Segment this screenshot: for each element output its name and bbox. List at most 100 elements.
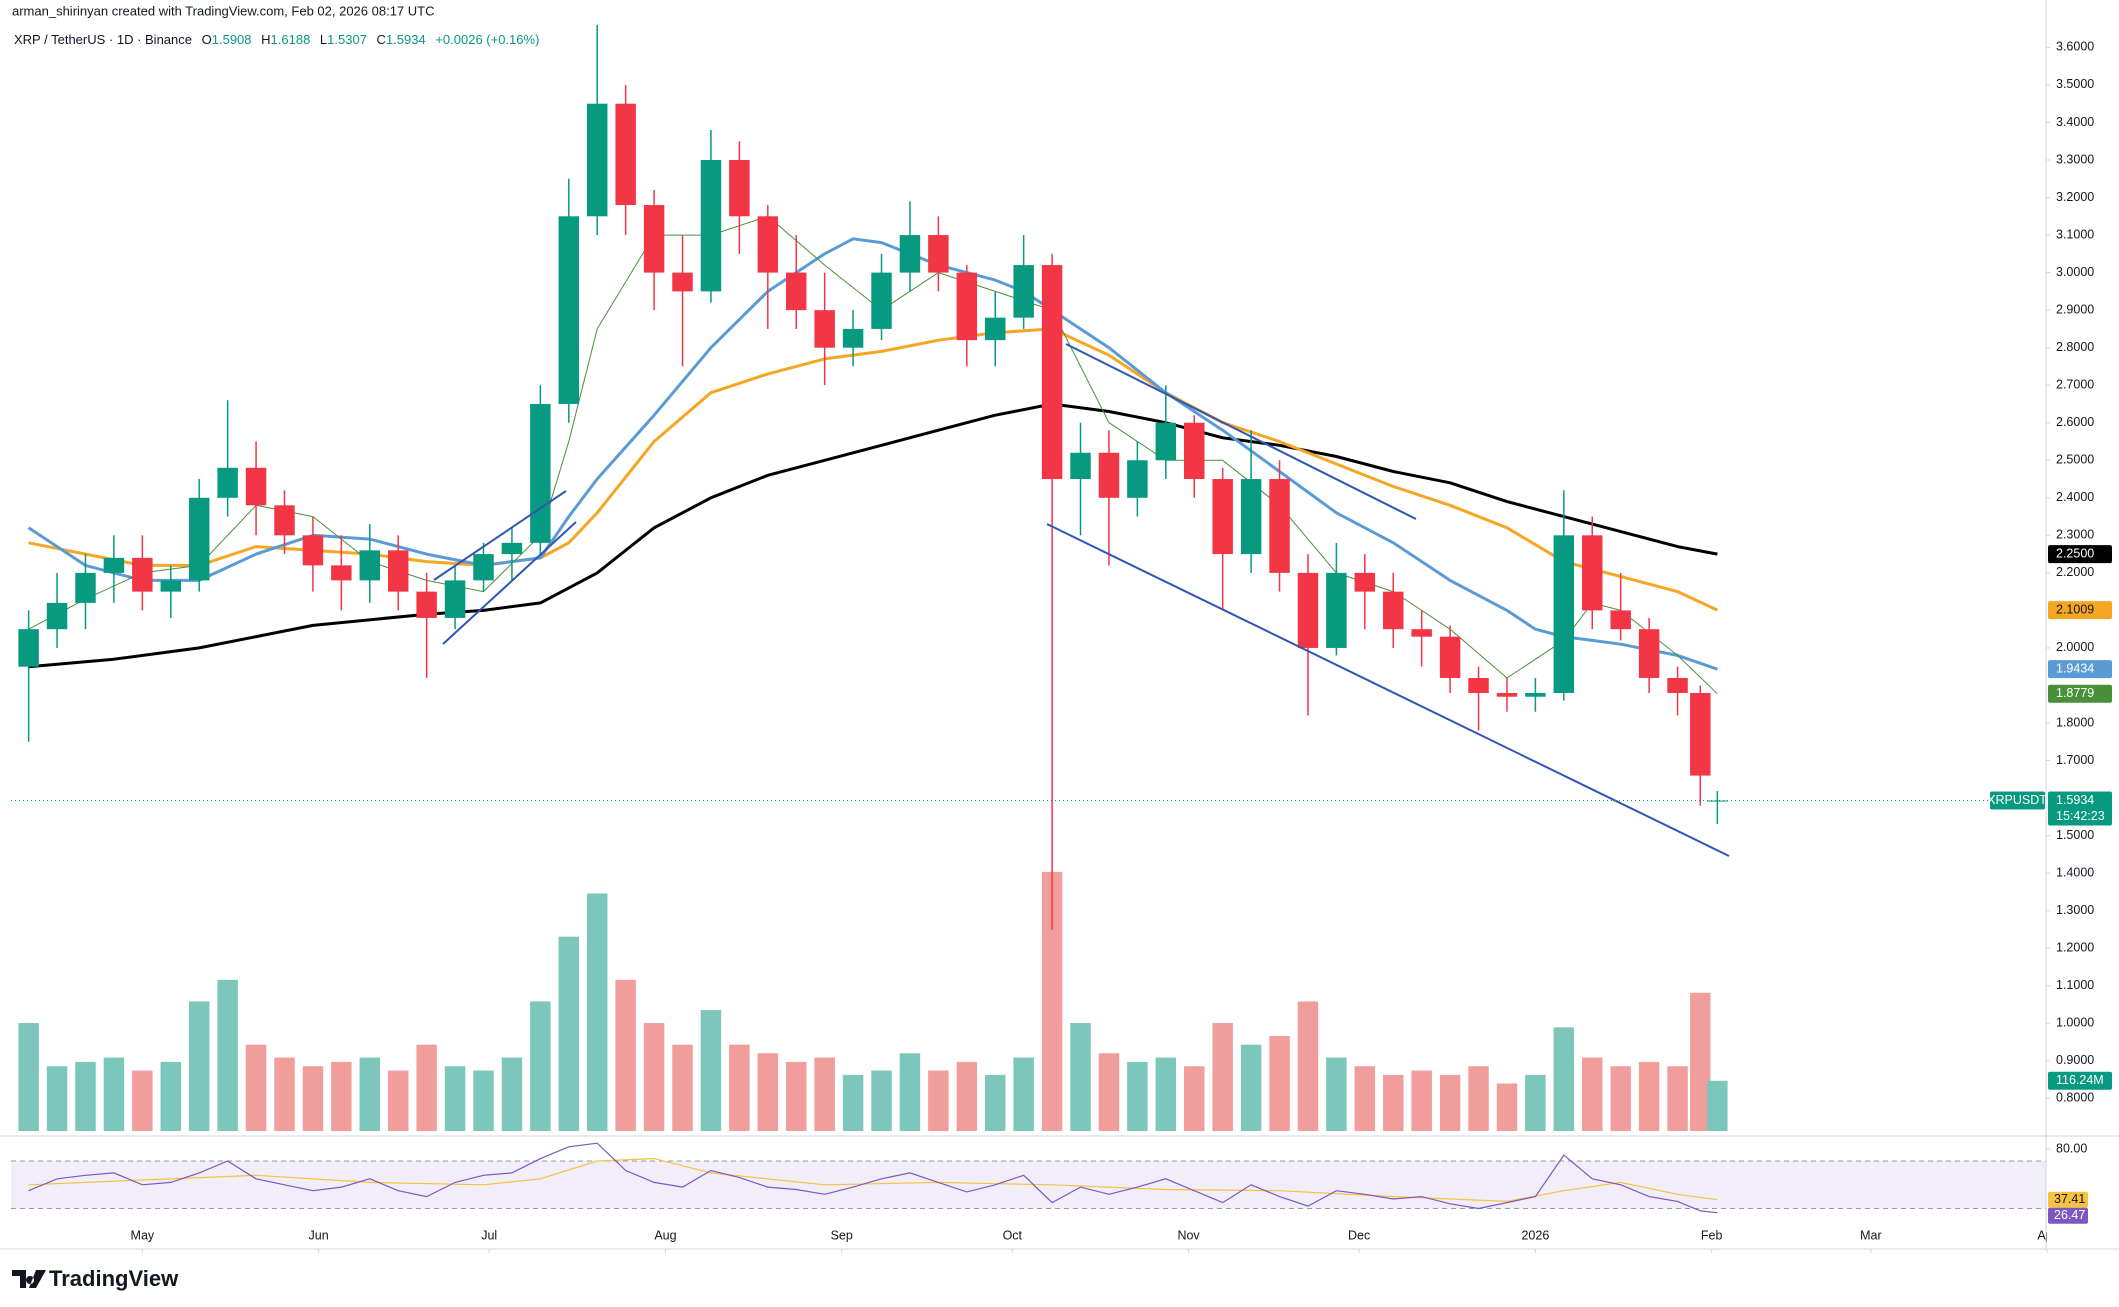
volume-tag-label: 116.24M xyxy=(2056,1073,2104,1087)
y-tick-label: 1.2000 xyxy=(2056,941,2094,955)
candle-body xyxy=(1496,692,1518,697)
candle-body xyxy=(1013,265,1034,318)
volume-bar xyxy=(1297,1001,1319,1131)
brand: TradingView xyxy=(49,1266,179,1291)
symbol-tag-label: XRPUSDT xyxy=(1987,793,2047,807)
candle-body xyxy=(1383,591,1404,630)
trendline xyxy=(442,521,577,645)
volume-bar xyxy=(18,1023,39,1131)
volume-bar xyxy=(1269,1035,1290,1131)
candle-body xyxy=(1184,422,1205,480)
change: +0.0026 (+0.16%) xyxy=(435,32,539,47)
author-line: arman_shirinyan created with TradingView… xyxy=(12,3,435,18)
volume-bar xyxy=(586,893,608,1131)
volume-bar xyxy=(643,1023,665,1131)
x-tick-label: Oct xyxy=(1003,1228,1023,1242)
y-tick-label: 0.9000 xyxy=(2056,1053,2094,1067)
volume-bar xyxy=(842,1074,864,1131)
volume-bar xyxy=(416,1044,437,1131)
volume-bar xyxy=(1690,992,1711,1131)
volume-bar xyxy=(473,1070,494,1131)
volume-bar xyxy=(899,1053,921,1131)
volume-bar xyxy=(672,1044,693,1131)
candle-body xyxy=(1411,629,1432,637)
volume-bar xyxy=(217,979,238,1131)
volume-bar xyxy=(103,1057,125,1131)
candle-body xyxy=(1240,479,1262,555)
volume-bar xyxy=(1127,1061,1148,1131)
candle-body xyxy=(1297,572,1319,648)
volume-tag xyxy=(2048,1071,2112,1090)
candle-body xyxy=(1212,479,1233,555)
volume-bar xyxy=(444,1066,466,1131)
rsi-ma-tag xyxy=(2048,1191,2088,1208)
volume-bar xyxy=(1383,1074,1404,1131)
y-tick-label: 1.3000 xyxy=(2056,903,2094,917)
x-tick-label: Nov xyxy=(1177,1228,1200,1242)
rsi-tag xyxy=(2048,1207,2088,1224)
volume-bar xyxy=(1496,1083,1518,1131)
ma-tag xyxy=(2048,545,2112,564)
price-tag-label: 1.5934 xyxy=(2056,793,2094,807)
symbol-line: XRP / TetherUS · 1D · Binance O1.5908 H1… xyxy=(14,32,539,47)
volume-bar xyxy=(1240,1044,1262,1131)
ma-tag xyxy=(2048,660,2112,679)
y-tick-label: 3.5000 xyxy=(2056,77,2094,91)
candle-body xyxy=(985,317,1006,341)
y-tick-label: 2.4000 xyxy=(2056,490,2094,504)
y-tick-label: 3.4000 xyxy=(2056,115,2094,129)
candle-body xyxy=(1468,677,1489,693)
y-tick-label: 2.0000 xyxy=(2056,640,2094,654)
y-tick-label: 2.5000 xyxy=(2056,453,2094,467)
candle-body xyxy=(160,580,182,592)
candle-body xyxy=(1354,572,1376,592)
volume-bar xyxy=(331,1061,352,1131)
candle-body xyxy=(530,403,551,543)
volume-bar xyxy=(530,1001,551,1131)
rsi-pane xyxy=(11,1142,2046,1214)
volume-bar xyxy=(1013,1057,1034,1131)
candle-body xyxy=(302,535,324,566)
volume-bar xyxy=(1184,1066,1205,1131)
candle-body xyxy=(331,565,352,581)
volume-bar xyxy=(1468,1066,1489,1131)
candle-body xyxy=(444,580,466,618)
ohlc-value: 1.6188 xyxy=(271,32,311,47)
volume-bar xyxy=(188,1001,210,1131)
volume-bar xyxy=(615,979,636,1131)
logo-icon xyxy=(12,1270,46,1288)
volume-bar xyxy=(359,1057,381,1131)
price-axis-background xyxy=(2047,0,2119,1250)
volume-bar xyxy=(1638,1061,1660,1131)
x-tick-label: Feb xyxy=(1701,1228,1723,1242)
volume-bar xyxy=(1155,1057,1177,1131)
x-tick-label: Mar xyxy=(1860,1228,1882,1242)
candle-layer xyxy=(18,24,1728,930)
volume-bar xyxy=(1326,1057,1347,1131)
countdown: 15:42:23 xyxy=(2056,809,2105,823)
x-tick-label: Jul xyxy=(481,1228,497,1242)
volume-bar xyxy=(700,1010,722,1131)
y-tick-label: 1.7000 xyxy=(2056,753,2094,767)
y-tick-label: 1.1000 xyxy=(2056,978,2094,992)
y-tick-label: 1.4000 xyxy=(2056,865,2094,879)
candle-body xyxy=(956,272,978,341)
candle-body xyxy=(103,557,125,573)
candle-body xyxy=(899,235,921,273)
symbol: XRP / TetherUS · 1D · Binance xyxy=(14,32,192,47)
candle-body xyxy=(1582,535,1603,611)
volume-bar xyxy=(871,1070,892,1131)
ma-tag-label: 1.9434 xyxy=(2056,661,2094,675)
symbol-tag xyxy=(1990,791,2045,810)
volume-bar xyxy=(985,1074,1006,1131)
volume-bar xyxy=(245,1044,267,1131)
candle-body xyxy=(558,216,580,404)
volume-bar xyxy=(1439,1074,1461,1131)
y-tick-label: 3.1000 xyxy=(2056,227,2094,241)
volume-bar xyxy=(757,1053,779,1131)
candle-body xyxy=(643,205,665,273)
ohlc-value: 1.5908 xyxy=(212,32,252,47)
candle-body xyxy=(842,328,864,348)
candle-body xyxy=(615,103,636,206)
trendlines xyxy=(11,343,2046,857)
